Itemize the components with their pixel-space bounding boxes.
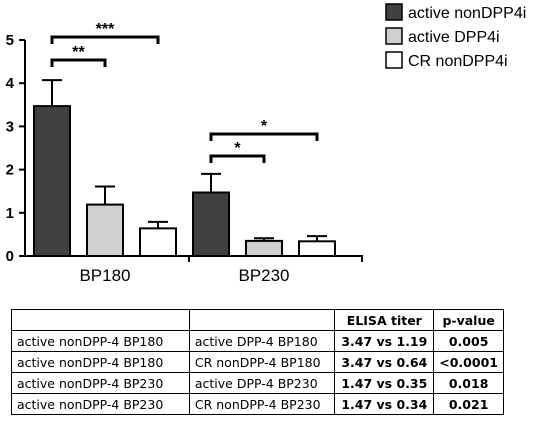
- legend-swatch: [385, 51, 403, 69]
- table-cell: 3.47 vs 1.19: [334, 330, 435, 352]
- significance-bracket: [209, 132, 319, 141]
- table-row: active nonDPP-4 BP180 CR nonDPP-4 BP180 …: [11, 351, 504, 373]
- y-tick-label: 0: [6, 248, 14, 265]
- comparison-table: ELISA titer p-value active nonDPP-4 BP18…: [11, 309, 504, 415]
- legend-label: active nonDPP4i: [408, 5, 526, 22]
- legend-label: active DPP4i: [408, 29, 500, 46]
- header-cell-elisa-titer: ELISA titer: [334, 309, 435, 331]
- table-cell: active nonDPP-4 BP230: [11, 372, 190, 394]
- bar: [245, 239, 283, 258]
- y-tick-label: 5: [6, 32, 14, 49]
- y-tick-label: 4: [6, 75, 15, 92]
- table-cell: 3.47 vs 0.64: [334, 351, 435, 373]
- y-tick-label: 1: [6, 205, 14, 222]
- significance-bracket: [209, 154, 266, 163]
- significance-bracket: [50, 58, 107, 67]
- x-category-label: BP230: [238, 266, 289, 285]
- legend-swatch: [385, 27, 403, 45]
- legend-swatch: [385, 3, 403, 21]
- significance-label: *: [261, 118, 268, 135]
- table-header-row: ELISA titer p-value: [11, 309, 504, 331]
- x-category-label: BP180: [79, 266, 130, 285]
- header-cell: [188, 309, 336, 331]
- legend-label: CR nonDPP4i: [408, 53, 508, 70]
- bar: [33, 105, 71, 258]
- table-row: active nonDPP-4 BP230 active DPP-4 BP230…: [11, 372, 504, 394]
- header-cell-p-value: p-value: [433, 309, 504, 331]
- table-cell: <0.0001: [433, 351, 504, 373]
- table-cell: active nonDPP-4 BP180: [11, 330, 190, 352]
- bar: [139, 227, 177, 258]
- bar: [86, 203, 124, 257]
- table-cell: 0.021: [433, 393, 504, 415]
- y-tick-label: 3: [6, 118, 14, 135]
- table-cell: active DPP-4 BP180: [188, 330, 336, 352]
- table-row: active nonDPP-4 BP180 active DPP-4 BP180…: [11, 330, 504, 352]
- table-cell: CR nonDPP-4 BP180: [188, 351, 336, 373]
- significance-label: ***: [96, 21, 115, 38]
- table-cell: active DPP-4 BP230: [188, 372, 336, 394]
- significance-label: *: [234, 140, 241, 157]
- table-cell: 0.018: [433, 372, 504, 394]
- table-cell: active nonDPP-4 BP230: [11, 393, 190, 415]
- bar: [298, 240, 336, 257]
- table-cell: active nonDPP-4 BP180: [11, 351, 190, 373]
- table-cell: CR nonDPP-4 BP230: [188, 393, 336, 415]
- table-cell: 0.005: [433, 330, 504, 352]
- significance-label: **: [72, 44, 85, 61]
- significance-bracket: [50, 35, 160, 44]
- table-row: active nonDPP-4 BP230 CR nonDPP-4 BP230 …: [11, 393, 504, 415]
- bar: [192, 191, 230, 258]
- table-cell: 1.47 vs 0.34: [334, 393, 435, 415]
- header-cell: [11, 309, 190, 331]
- y-tick-label: 2: [6, 162, 14, 179]
- table-cell: 1.47 vs 0.35: [334, 372, 435, 394]
